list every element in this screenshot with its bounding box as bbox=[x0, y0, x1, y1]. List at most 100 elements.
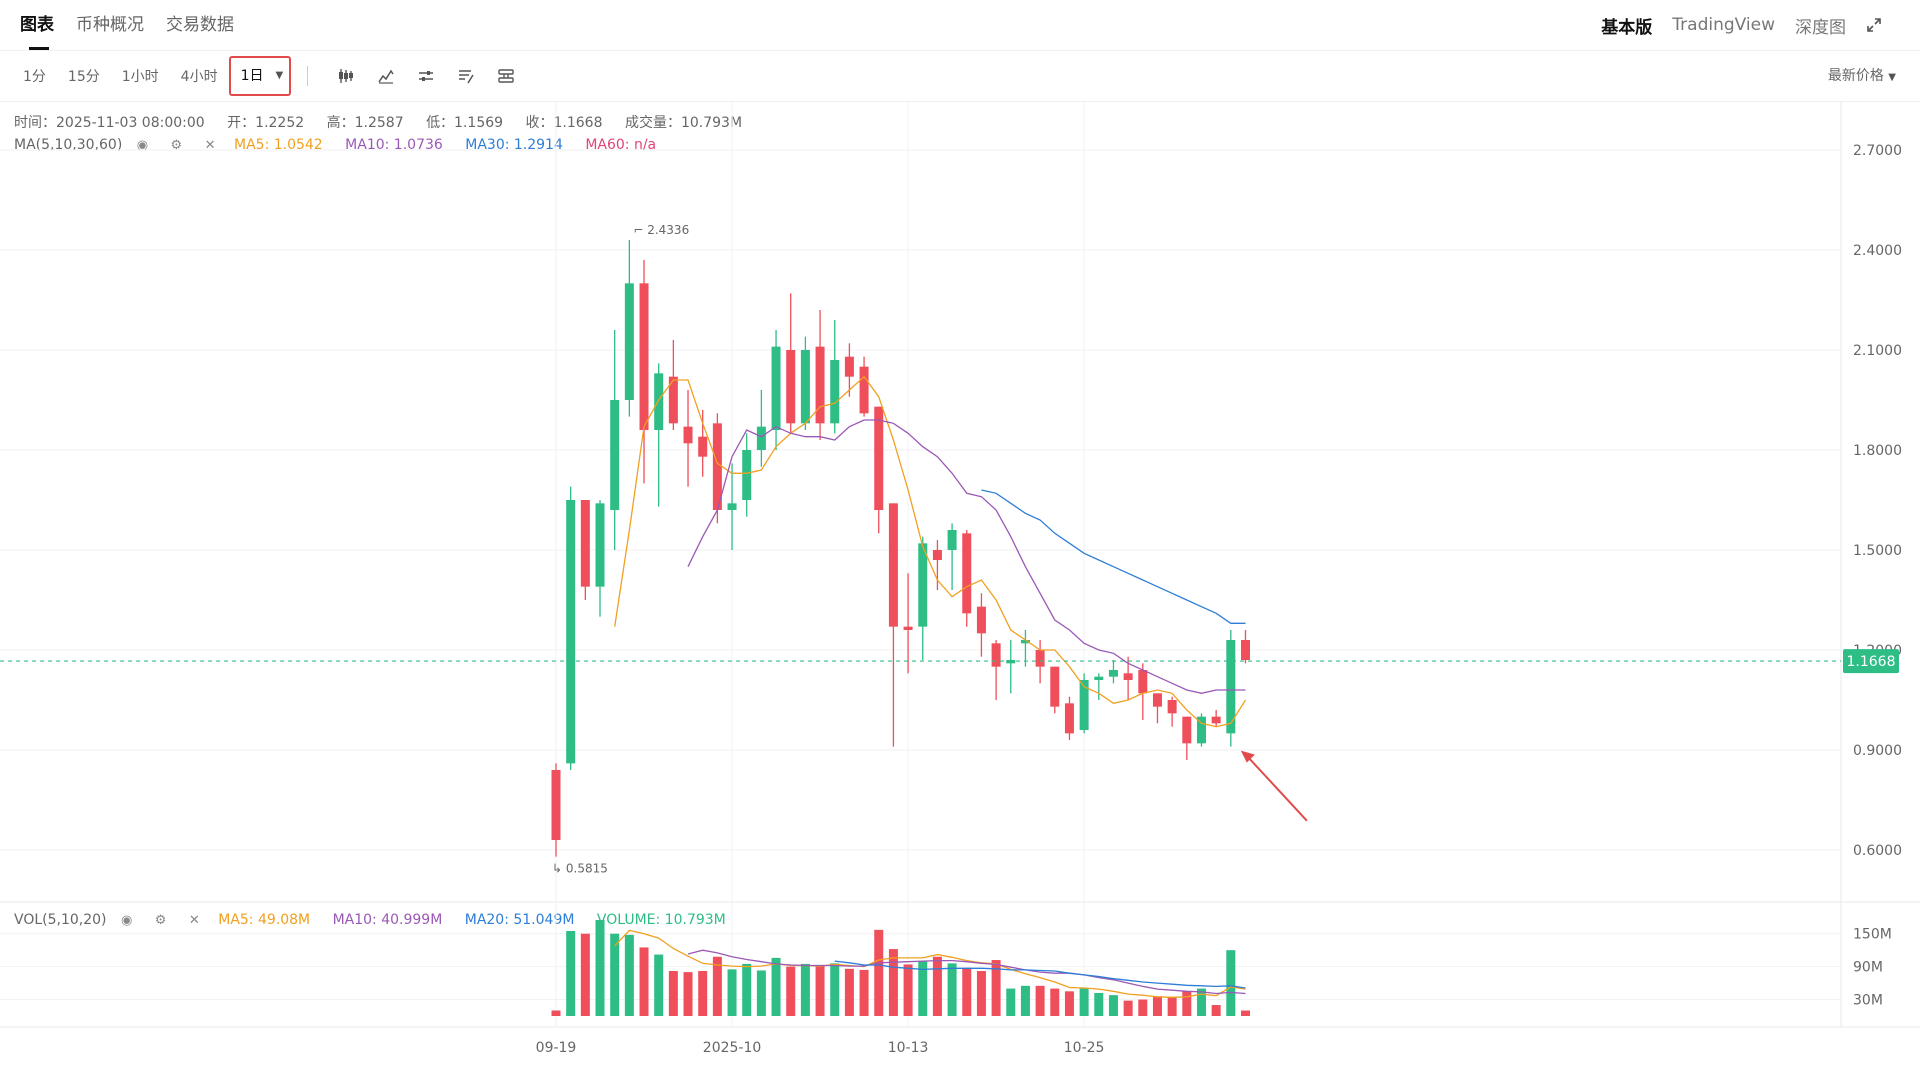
ohlc-time: 时间：2025-11-03 08:00:00 bbox=[14, 115, 205, 131]
candle-body bbox=[859, 366, 869, 414]
toolbar-divider bbox=[307, 66, 309, 86]
volume-bar bbox=[1006, 988, 1016, 1016]
ohlc-close: 收：1.1668 bbox=[525, 115, 603, 131]
ohlc-info: 时间：2025-11-03 08:00:00 开：1.2252 高：1.2587… bbox=[14, 112, 760, 132]
candle-body bbox=[580, 500, 590, 587]
eye-icon[interactable]: ◉ bbox=[120, 913, 133, 928]
interval-1m[interactable]: 1分 bbox=[23, 69, 46, 85]
candle-body bbox=[1123, 673, 1133, 680]
annotation-arrow-shaft bbox=[1244, 752, 1308, 822]
ma10-value: MA10: 1.0736 bbox=[345, 137, 443, 153]
volume-bar bbox=[1094, 992, 1104, 1016]
candlestick-icon[interactable] bbox=[337, 67, 355, 85]
candle-body bbox=[1152, 693, 1162, 707]
chart-settings-icon[interactable] bbox=[497, 67, 515, 85]
tab-chart[interactable]: 图表 bbox=[20, 0, 54, 50]
time-tick-label: 09-19 bbox=[536, 1040, 577, 1056]
candle-body bbox=[654, 373, 664, 430]
volume-bar bbox=[1123, 1000, 1133, 1016]
chevron-down-icon[interactable]: ▼ bbox=[275, 70, 284, 81]
view-basic[interactable]: 基本版 bbox=[1601, 17, 1653, 38]
settings-icon[interactable]: ⚙ bbox=[154, 913, 167, 928]
volume-bar bbox=[1240, 1010, 1250, 1016]
volume-bar bbox=[551, 1010, 561, 1016]
candle-body bbox=[1240, 640, 1250, 660]
volume-bar bbox=[947, 963, 957, 1016]
tab-overview[interactable]: 币种概况 bbox=[76, 15, 144, 35]
candle-body bbox=[595, 503, 605, 587]
interval-15m[interactable]: 15分 bbox=[67, 69, 100, 85]
volume-ma5-line bbox=[614, 929, 1246, 998]
chevron-down-icon: ▼ bbox=[1888, 72, 1896, 83]
ma-indicator-name: MA(5,10,30,60) bbox=[14, 137, 123, 153]
view-tradingview[interactable]: TradingView bbox=[1672, 15, 1775, 35]
price-type-label: 最新价格 bbox=[1827, 68, 1884, 84]
interval-1d-label: 1日 bbox=[240, 68, 264, 84]
drawing-tools-icon[interactable] bbox=[457, 67, 475, 85]
volume-bar bbox=[668, 971, 678, 1016]
candle-body bbox=[771, 346, 781, 430]
candle-body bbox=[903, 626, 913, 630]
view-depth[interactable]: 深度图 bbox=[1795, 17, 1846, 38]
price-tick-label: 0.9000 bbox=[1853, 743, 1902, 759]
candle-body bbox=[610, 400, 620, 510]
interval-4h[interactable]: 4小时 bbox=[180, 69, 218, 85]
volume-bar bbox=[815, 965, 825, 1016]
interval-1h[interactable]: 1小时 bbox=[121, 69, 159, 85]
volume-tick-label: 30M bbox=[1853, 993, 1883, 1009]
volume-bar bbox=[991, 960, 1001, 1016]
volume-bar bbox=[1050, 988, 1060, 1016]
chart-toolbar: 1分 15分 1小时 4小时 1日 ▼ 最新价格 ▼ bbox=[0, 51, 1920, 102]
last-price-label: 1.1668 bbox=[1847, 654, 1896, 670]
candle-body bbox=[566, 500, 576, 764]
candle-body bbox=[830, 360, 840, 424]
candle-body bbox=[698, 436, 708, 457]
volume-bar bbox=[1182, 991, 1192, 1016]
eye-icon[interactable]: ◉ bbox=[136, 138, 149, 153]
candle-body bbox=[624, 283, 634, 400]
candle-body bbox=[551, 770, 561, 840]
volume-tick-label: 150M bbox=[1853, 927, 1892, 943]
fullscreen-icon[interactable] bbox=[1866, 17, 1882, 33]
interval-1d[interactable]: 1日 ▼ bbox=[228, 56, 292, 96]
candle-body bbox=[1064, 703, 1074, 734]
settings-sliders-icon[interactable] bbox=[417, 67, 435, 85]
candle-body bbox=[815, 346, 825, 424]
price-type-select[interactable]: 最新价格 ▼ bbox=[1828, 51, 1896, 101]
candle-body bbox=[888, 503, 898, 627]
ohlc-volume: 成交量：10.793M bbox=[624, 115, 743, 131]
volume-bar bbox=[844, 968, 854, 1016]
volume-bar bbox=[1064, 991, 1074, 1016]
candle-body bbox=[786, 350, 796, 424]
candle-body bbox=[727, 503, 737, 510]
ohlc-open: 开：1.2252 bbox=[227, 115, 305, 131]
candle-body bbox=[742, 450, 752, 500]
candle-body bbox=[1035, 650, 1045, 667]
close-icon[interactable]: ✕ bbox=[204, 138, 216, 153]
price-chart[interactable]: 2.70002.40002.10001.80001.50001.20000.90… bbox=[0, 102, 1920, 1080]
volume-ma10-line bbox=[687, 949, 1246, 995]
candle-body bbox=[918, 543, 928, 627]
ohlc-high: 高：1.2587 bbox=[326, 115, 404, 131]
volume-tick-label: 90M bbox=[1853, 960, 1883, 976]
price-tick-label: 1.5000 bbox=[1853, 543, 1902, 559]
volume-bar bbox=[566, 930, 576, 1016]
volume-bar bbox=[1226, 950, 1236, 1016]
volume-bar bbox=[1196, 988, 1206, 1016]
price-tick-label: 1.8000 bbox=[1853, 443, 1902, 459]
ma10-line bbox=[687, 419, 1246, 694]
indicator-icon[interactable] bbox=[377, 67, 395, 85]
volume-bar bbox=[654, 954, 664, 1016]
settings-icon[interactable]: ⚙ bbox=[170, 138, 183, 153]
candle-body bbox=[1182, 716, 1192, 744]
volume-bar bbox=[610, 933, 620, 1016]
ma5-line bbox=[614, 375, 1247, 728]
candle-body bbox=[639, 283, 649, 430]
candle-body bbox=[1094, 676, 1104, 680]
volume-bar bbox=[1152, 996, 1162, 1016]
volume-bar bbox=[1108, 995, 1118, 1016]
tab-trade-data[interactable]: 交易数据 bbox=[166, 15, 234, 35]
candle-body bbox=[800, 350, 810, 424]
volume-bar bbox=[698, 971, 708, 1016]
close-icon[interactable]: ✕ bbox=[188, 913, 200, 928]
